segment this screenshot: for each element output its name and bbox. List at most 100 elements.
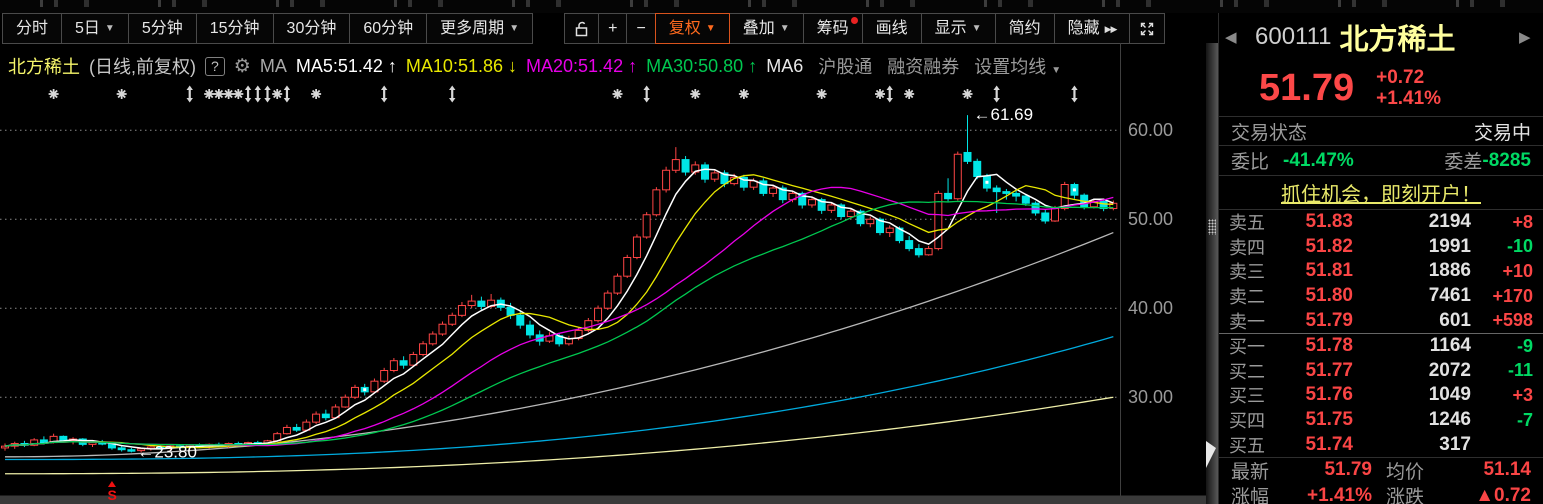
weicha-label: 委差 [1444, 152, 1483, 173]
margin-trading-link[interactable]: 融资融券 [887, 57, 960, 77]
sell-row[interactable]: 卖二 51.80 7461 +170 [1219, 284, 1543, 309]
next-stock-arrow-icon[interactable]: ▶ [1519, 28, 1531, 46]
unlock-button[interactable] [564, 13, 600, 44]
ma20-text: MA20:51.42 [526, 55, 624, 76]
sell-row[interactable]: 卖四 51.82 1991 -10 [1219, 235, 1543, 260]
status-label: 交易状态 [1231, 122, 1308, 144]
order-price: 51.82 [1305, 235, 1353, 257]
open-account-link[interactable]: 抓住机会，即刻开户！ [1281, 184, 1481, 206]
adjust-mode-button[interactable]: 复权 ▼ [654, 13, 730, 44]
chg-label: 涨跌 [1386, 487, 1425, 504]
notification-dot-icon [850, 17, 858, 24]
zoom-in-button[interactable]: + [598, 13, 628, 44]
chart-toolbar: 分时 5日 ▼ 5分钟 15分钟 30分钟 60分钟 更多周期 ▼ + − 复权 ▼ … [2, 13, 1166, 44]
draw-line-button[interactable]: 画线 [861, 13, 922, 44]
buy-row[interactable]: 买一 51.78 1164 -9 [1219, 334, 1543, 359]
panel-splitter[interactable] [1206, 43, 1218, 504]
order-volume: 1991 [1428, 235, 1471, 257]
buy-row[interactable]: 买二 51.77 2072 -11 [1219, 359, 1543, 384]
ma-line-MA60 [4, 231, 1114, 458]
period-tab-30min[interactable]: 30分钟 [272, 13, 351, 44]
chevron-down-icon: ▼ [104, 22, 115, 34]
last-price: 51.79 [1259, 66, 1355, 109]
splitter-grip-icon[interactable] [1208, 219, 1216, 235]
sell-row[interactable]: 卖一 51.79 601 +598 [1219, 308, 1543, 333]
order-delta: +10 [1502, 260, 1533, 281]
collapse-arrow-icon[interactable] [1206, 441, 1216, 468]
weibi-label: 委比 [1231, 152, 1270, 173]
order-volume: 317 [1439, 433, 1471, 455]
zoom-out-button[interactable]: − [626, 13, 656, 44]
ma20-value: MA20:51.42 ↑ [526, 56, 637, 77]
display-button[interactable]: 显示 ▼ [920, 13, 996, 44]
order-price: 51.77 [1305, 359, 1353, 381]
period-label: 分时 [16, 19, 49, 37]
order-price: 51.78 [1305, 335, 1353, 357]
sell-row[interactable]: 卖三 51.81 1886 +10 [1219, 259, 1543, 284]
annotations: ←61.69 ←23.80 S [107, 105, 1033, 503]
sell-row[interactable]: 卖五 51.83 2194 +8 [1219, 210, 1543, 235]
order-volume: 1886 [1428, 260, 1471, 282]
up-arrow-icon: ↑ [387, 55, 397, 76]
chevron-down-icon: ▼ [509, 22, 520, 34]
order-level-label: 买三 [1229, 386, 1265, 407]
prev-stock-arrow-icon[interactable]: ◀ [1225, 28, 1237, 46]
period-tab-15min[interactable]: 15分钟 [195, 13, 274, 44]
fullscreen-button[interactable] [1129, 13, 1166, 44]
chips-button[interactable]: 筹码 [802, 13, 863, 44]
simple-mode-label: 简约 [1008, 19, 1041, 37]
chart-mode-label: (日线,前复权) [89, 57, 196, 77]
buy-row[interactable]: 买四 51.75 1246 -7 [1219, 408, 1543, 433]
order-price: 51.74 [1305, 433, 1353, 455]
order-price: 51.83 [1305, 211, 1353, 233]
period-label: 30分钟 [286, 19, 337, 37]
order-price: 51.81 [1305, 260, 1353, 282]
order-volume: 2194 [1428, 211, 1471, 233]
sell-signal-marker: S [107, 487, 116, 503]
candlestick-chart[interactable]: 60.00 50.00 40.00 30.00 ←61.69 ←23.80 S [0, 43, 1206, 504]
svg-text:40.00: 40.00 [1128, 298, 1173, 318]
buy-row[interactable]: 买三 51.76 1049 +3 [1219, 383, 1543, 408]
percent-row: 涨幅 +1.41% 涨跌 ▲0.72 [1219, 483, 1543, 504]
help-icon[interactable]: ? [205, 56, 225, 76]
down-arrow-icon: ↓ [508, 55, 518, 76]
order-delta: +8 [1512, 211, 1533, 232]
svg-text:30.00: 30.00 [1128, 387, 1173, 407]
period-label: 更多周期 [440, 19, 505, 37]
ma-settings-button[interactable]: 设置均线 ▼ [974, 53, 1061, 79]
overlay-label: 叠加 [742, 19, 775, 37]
latest-label: 最新 [1231, 461, 1270, 483]
order-volume: 7461 [1428, 285, 1471, 307]
ma30-text: MA30:50.80 [646, 55, 744, 76]
order-delta: -11 [1507, 360, 1533, 381]
plus-icon: + [608, 19, 618, 37]
svg-text:50.00: 50.00 [1128, 209, 1173, 229]
stock-header-row: ◀ 600111 北方稀土 ▶ [1219, 13, 1543, 60]
expand-icon [1141, 22, 1154, 35]
price-annotation: ←61.69 [974, 105, 1034, 124]
period-tab-60min[interactable]: 60分钟 [349, 13, 428, 44]
hide-button[interactable]: 隐藏 ▶▶ [1053, 13, 1131, 44]
buy-row[interactable]: 买五 51.74 317 [1219, 432, 1543, 457]
overlay-button[interactable]: 叠加 ▼ [728, 13, 804, 44]
adjust-mode-label: 复权 [668, 19, 701, 37]
period-tab-5min[interactable]: 5分钟 [127, 13, 197, 44]
change-column: +0.72 +1.41% [1376, 67, 1441, 109]
order-delta: +3 [1512, 384, 1533, 405]
period-tab-5day[interactable]: 5日 ▼ [61, 13, 129, 44]
order-delta: +598 [1492, 310, 1533, 331]
latest-row: 最新 51.79 均价 51.14 [1219, 456, 1543, 483]
simple-mode-button[interactable]: 简约 [994, 13, 1055, 44]
weibi-value: -41.47% [1283, 149, 1354, 171]
order-delta: -9 [1516, 335, 1533, 356]
period-tab-minute[interactable]: 分时 [2, 13, 63, 44]
period-tab-more[interactable]: 更多周期 ▼ [426, 13, 534, 44]
order-level-label: 买二 [1229, 361, 1265, 382]
chart-header: 北方稀土 (日线,前复权) ? ⚙ MA MA5:51.42 ↑ MA10:51… [8, 53, 1061, 79]
hugutong-link[interactable]: 沪股通 [818, 57, 873, 77]
candles [1, 115, 1118, 453]
order-price: 51.80 [1305, 285, 1353, 307]
order-volume: 1049 [1428, 384, 1471, 406]
gear-icon[interactable]: ⚙ [233, 55, 251, 77]
